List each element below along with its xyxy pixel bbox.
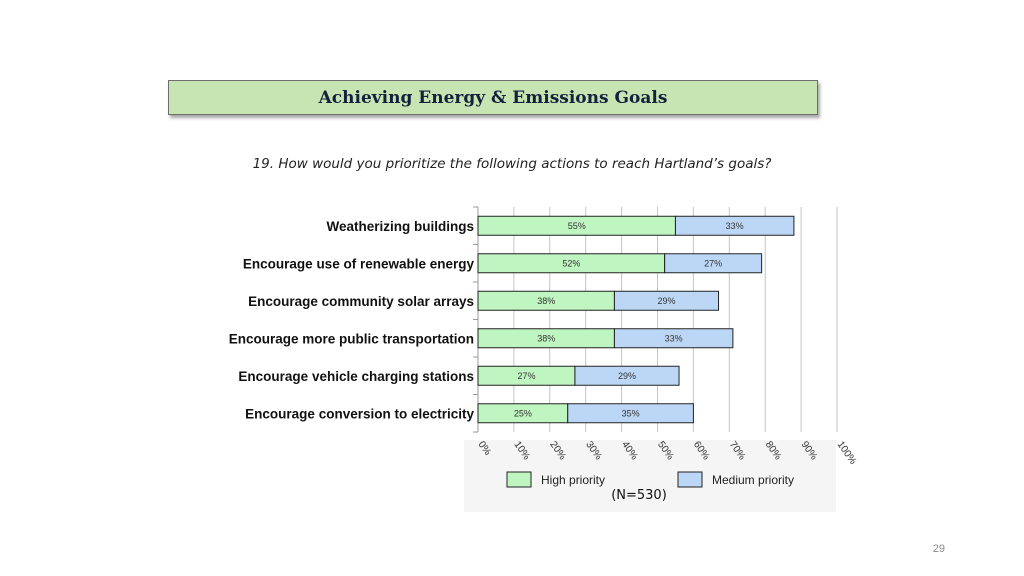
bar-medium-priority <box>613 290 720 311</box>
data-label: 27% <box>517 371 535 381</box>
data-label: 55% <box>568 221 586 231</box>
legend-label: High priority <box>541 473 605 487</box>
bar-medium-priority <box>674 215 795 236</box>
bar-medium-priority <box>567 403 694 424</box>
data-label: 38% <box>537 296 555 306</box>
x-tick-label: 30% <box>583 439 604 462</box>
bar-medium-priority <box>574 365 680 386</box>
legend-label: Medium priority <box>712 473 794 487</box>
data-label: 29% <box>618 371 636 381</box>
survey-question: 19. How would you prioritize the followi… <box>252 156 772 172</box>
x-tick-label: 60% <box>691 439 712 462</box>
bar-medium-priority <box>664 253 763 274</box>
data-label: 27% <box>704 258 722 268</box>
x-tick-label: 70% <box>727 439 748 462</box>
category-label: Encourage conversion to electricity <box>245 406 474 421</box>
x-tick-label: 0% <box>476 439 493 457</box>
category-label: Encourage use of renewable energy <box>243 256 475 271</box>
data-label: 25% <box>514 408 532 418</box>
x-tick-label: 10% <box>511 439 532 462</box>
x-tick-label: 90% <box>799 439 820 462</box>
data-label: 33% <box>726 221 744 231</box>
title-banner: Achieving Energy & Emissions Goals <box>168 80 818 115</box>
category-label: Encourage community solar arrays <box>248 294 474 309</box>
bar-medium-priority <box>613 328 734 349</box>
data-label: 38% <box>537 333 555 343</box>
category-label: Encourage vehicle charging stations <box>238 369 474 384</box>
x-tick-label: 50% <box>655 439 676 462</box>
sample-size-label: (N=530) <box>611 488 667 503</box>
x-tick-label: 100% <box>835 439 859 466</box>
data-label: 52% <box>562 258 580 268</box>
data-label: 33% <box>665 333 683 343</box>
x-tick-label: 80% <box>763 439 784 462</box>
category-label: Weatherizing buildings <box>326 219 474 234</box>
legend-swatch-medium <box>677 471 703 488</box>
data-label: 29% <box>657 296 675 306</box>
x-tick-label: 20% <box>547 439 568 462</box>
page-title: Achieving Energy & Emissions Goals <box>318 87 668 108</box>
category-label: Encourage more public transportation <box>229 331 474 346</box>
legend-swatch-high <box>506 471 532 488</box>
x-tick-label: 40% <box>619 439 640 462</box>
data-label: 35% <box>622 408 640 418</box>
page-number: 29 <box>932 543 945 555</box>
